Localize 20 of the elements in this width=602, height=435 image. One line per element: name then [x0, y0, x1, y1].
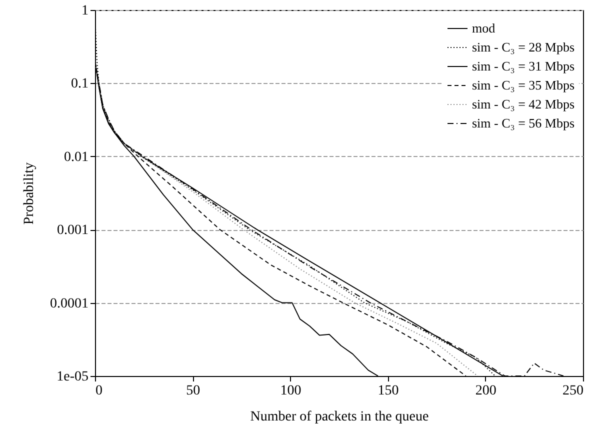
legend-label: mod [472, 20, 496, 36]
x-tick-label: 0 [96, 384, 102, 398]
x-tick-label: 150 [378, 384, 399, 398]
legend-label: sim - C₃ = 31 Mbps [472, 58, 575, 74]
y-tick-label: 0.1 [71, 76, 88, 92]
x-tick-label: 100 [280, 384, 302, 398]
y-tick-label: 0.001 [57, 223, 88, 238]
legend-label: sim - C₃ = 35 Mbps [472, 78, 575, 92]
y-tick-label: 0.01 [64, 150, 88, 165]
y-tick-label: 1e-05 [56, 370, 88, 384]
x-tick-label: 50 [186, 384, 200, 398]
y-axis-title: Probability [22, 162, 37, 225]
x-tick-label: 250 [562, 384, 584, 398]
y-tick-label: 0.0001 [50, 296, 88, 312]
legend-label: sim - C₃ = 42 Mbps [472, 96, 575, 112]
x-tick-label: 200 [475, 384, 496, 398]
y-tick-label: 1 [82, 4, 88, 18]
legend-label: sim - C₃ = 28 Mpbs [472, 40, 575, 54]
legend-label: sim - C₃ = 56 Mbps [472, 116, 575, 130]
x-axis-title: Number of packets in the queue [250, 410, 429, 424]
